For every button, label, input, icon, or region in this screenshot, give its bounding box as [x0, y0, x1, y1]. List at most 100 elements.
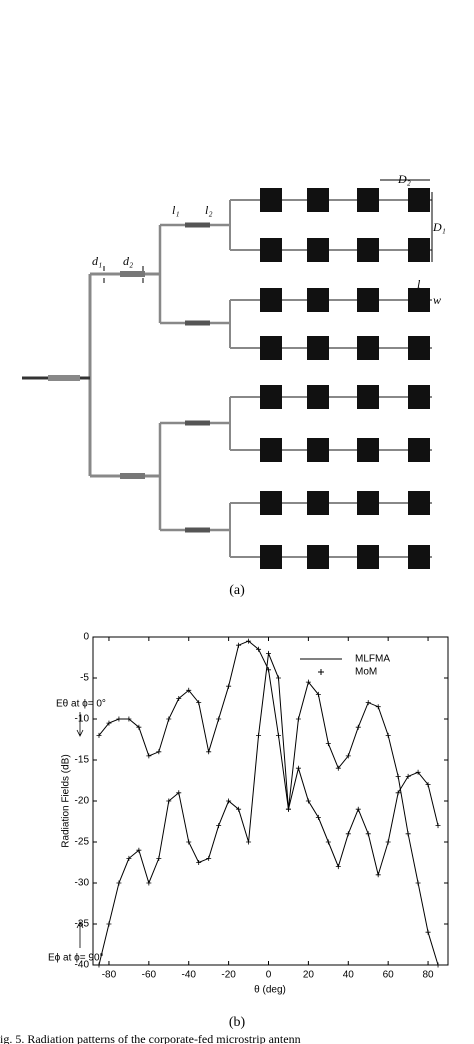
chart: 0 -5 -10 -15 -20 -25 -30 -35 -40 -80 -60 -40 -20 0 20 4… — [75, 632, 449, 981]
patch — [408, 238, 430, 262]
patch — [307, 188, 329, 212]
marker — [176, 696, 182, 701]
label-w: w — [433, 293, 441, 307]
marker — [385, 732, 391, 738]
x-tick-label: 0 — [266, 970, 272, 981]
marker — [216, 823, 222, 829]
marker — [315, 691, 321, 697]
marker — [375, 872, 381, 878]
label-l2: l₂ — [205, 203, 213, 217]
marker — [355, 806, 361, 812]
marker — [425, 782, 431, 788]
marker — [335, 765, 341, 771]
x-tick-label: 20 — [303, 970, 315, 981]
figure-caption: ig. 5. Radiation patterns of the corpora… — [0, 1032, 301, 1044]
patch — [260, 385, 282, 409]
patch — [408, 188, 430, 212]
marker — [126, 716, 132, 722]
marker — [106, 720, 112, 726]
marker — [126, 855, 132, 861]
marker — [385, 839, 391, 845]
x-axis-label: θ (deg) — [254, 985, 286, 996]
marker — [256, 732, 262, 738]
patch — [307, 545, 329, 569]
y-axis-label: Radiation Fields (dB) — [61, 754, 72, 847]
marker — [365, 831, 371, 837]
y-tick-label: -40 — [75, 960, 90, 971]
x-tick-label: 40 — [343, 970, 355, 981]
x-tick-label: 80 — [422, 970, 434, 981]
marker — [325, 741, 331, 747]
marker — [256, 646, 262, 652]
patch — [408, 336, 430, 360]
curve — [98, 640, 439, 966]
marker — [275, 675, 281, 681]
patch — [260, 238, 282, 262]
curve — [98, 651, 439, 966]
patch — [307, 288, 329, 312]
marker — [156, 749, 162, 755]
marker — [186, 839, 192, 845]
patch — [357, 238, 379, 262]
marker — [365, 700, 371, 706]
label-D1: D₁ — [432, 220, 446, 234]
patch — [357, 288, 379, 312]
marker — [146, 880, 152, 886]
legend-label: MoM — [355, 667, 377, 678]
label-d2: d₂ — [123, 254, 133, 268]
y-tick-label: -20 — [75, 796, 90, 807]
marker — [335, 864, 341, 870]
marker — [285, 806, 291, 812]
marker — [226, 798, 232, 804]
marker — [196, 860, 202, 865]
y-tick-label: -35 — [75, 919, 90, 930]
marker — [136, 724, 142, 730]
patch — [357, 385, 379, 409]
annotation: Eθ at ϕ= 0° — [56, 699, 106, 710]
annotation-arrow — [76, 921, 84, 948]
marker — [216, 716, 222, 722]
marker — [425, 929, 431, 935]
label-d1: d₁ — [92, 254, 102, 268]
patch — [260, 491, 282, 515]
marker — [275, 732, 281, 738]
marker — [305, 798, 311, 804]
x-tick-label: -40 — [182, 970, 197, 981]
y-tick-label: -15 — [75, 755, 90, 766]
legend-swatch — [318, 669, 324, 675]
marker — [166, 716, 172, 722]
marker — [295, 716, 301, 722]
caption-b: (b) — [229, 1015, 246, 1030]
x-tick-label: -20 — [221, 970, 236, 981]
patch — [307, 491, 329, 515]
label-l: l — [417, 277, 421, 291]
y-tick-label: -10 — [75, 714, 90, 725]
patch — [260, 188, 282, 212]
x-tick-label: 60 — [383, 970, 395, 981]
patch — [408, 385, 430, 409]
marker — [395, 790, 401, 796]
y-tick-label: -5 — [80, 673, 89, 684]
marker — [116, 716, 122, 722]
antenna-diagram — [22, 179, 433, 569]
marker — [166, 798, 172, 804]
marker — [315, 814, 321, 820]
marker — [345, 831, 351, 837]
y-tick-label: 0 — [83, 632, 89, 643]
label-l1: l₁ — [172, 203, 180, 217]
patch — [357, 438, 379, 462]
marker — [415, 769, 421, 775]
patch — [357, 545, 379, 569]
marker — [236, 806, 242, 812]
marker — [305, 679, 311, 685]
marker — [295, 765, 301, 771]
y-tick-label: -25 — [75, 837, 90, 848]
patch — [260, 336, 282, 360]
marker — [106, 921, 112, 927]
marker — [116, 880, 122, 886]
patch — [307, 438, 329, 462]
marker — [355, 724, 361, 730]
marker — [146, 753, 152, 759]
marker — [405, 773, 411, 779]
marker — [96, 732, 102, 738]
